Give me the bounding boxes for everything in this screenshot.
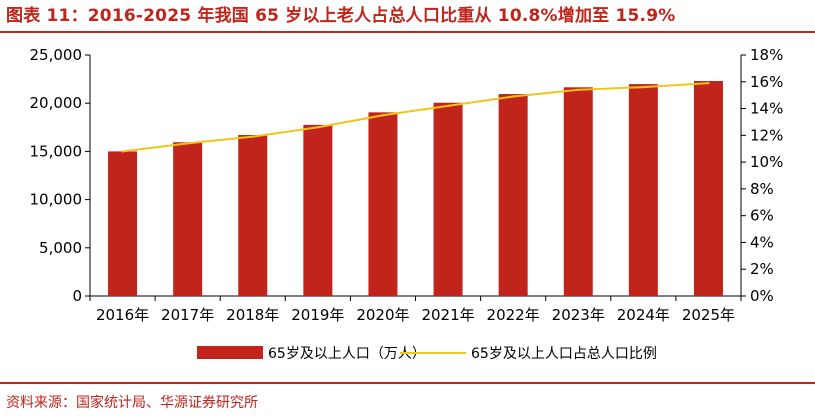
right-tick-label: 8% xyxy=(750,180,774,198)
title-divider xyxy=(0,31,815,33)
legend-bar-swatch xyxy=(197,346,263,359)
chart-title: 图表 11：2016-2025 年我国 65 岁以上老人占总人口比重从 10.8… xyxy=(6,6,676,26)
right-tick-label: 16% xyxy=(750,73,783,91)
bar xyxy=(693,81,723,296)
right-tick-label: 10% xyxy=(750,153,783,171)
ratio-point xyxy=(577,88,580,92)
left-tick-label: 20,000 xyxy=(30,94,83,112)
right-tick-label: 14% xyxy=(750,100,783,118)
source-note: 资料来源：国家统计局、华源证券研究所 xyxy=(6,395,258,411)
bar xyxy=(108,151,138,296)
ratio-point xyxy=(316,126,320,129)
bar xyxy=(628,84,658,297)
right-tick-label: 6% xyxy=(750,207,774,225)
legend-bar-label: 65岁及以上人口（万人） xyxy=(268,346,426,362)
right-tick-label: 12% xyxy=(750,126,783,144)
x-tick-label: 2017年 xyxy=(161,306,214,324)
x-tick-label: 2016年 xyxy=(96,306,149,324)
ratio-point xyxy=(186,142,189,145)
ratio-point xyxy=(511,95,515,98)
bar xyxy=(368,112,398,296)
bar xyxy=(238,135,268,296)
x-tick-label: 2021年 xyxy=(421,306,474,324)
bar xyxy=(498,94,528,297)
right-tick-label: 18% xyxy=(750,46,783,64)
right-tick-label: 4% xyxy=(750,233,774,251)
right-tick-label: 2% xyxy=(750,260,774,278)
source-divider xyxy=(0,382,815,384)
x-tick-label: 2022年 xyxy=(487,306,540,324)
x-tick-label: 2025年 xyxy=(682,306,735,324)
x-tick-label: 2019年 xyxy=(291,306,344,324)
bar xyxy=(563,87,593,296)
ratio-point xyxy=(121,150,124,153)
x-tick-label: 2024年 xyxy=(617,306,670,324)
bar xyxy=(433,102,463,296)
x-tick-label: 2020年 xyxy=(356,306,409,324)
left-tick-label: 0 xyxy=(72,287,82,305)
left-tick-label: 15,000 xyxy=(30,142,83,160)
ratio-point xyxy=(251,135,254,138)
left-tick-label: 10,000 xyxy=(30,191,83,209)
ratio-line xyxy=(122,82,709,153)
left-tick-label: 5,000 xyxy=(39,239,82,257)
ratio-point xyxy=(707,81,710,85)
x-tick-label: 2018年 xyxy=(226,306,279,324)
right-tick-label: 0% xyxy=(750,287,774,305)
bar xyxy=(303,124,333,296)
ratio-point xyxy=(381,114,385,117)
ratio-point xyxy=(446,104,450,108)
ratio-point xyxy=(642,85,645,89)
legend-line-label: 65岁及以上人口占总人口比例 xyxy=(471,346,657,362)
bar xyxy=(173,142,203,296)
left-tick-label: 25,000 xyxy=(30,46,83,64)
x-tick-label: 2023年 xyxy=(552,306,605,324)
